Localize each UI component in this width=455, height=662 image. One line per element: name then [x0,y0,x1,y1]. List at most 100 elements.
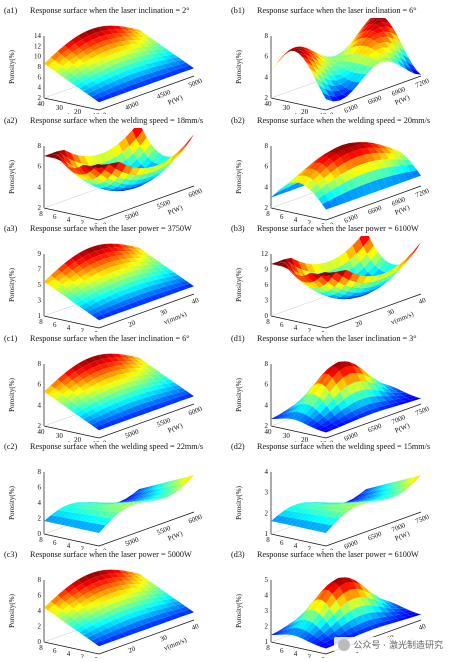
surface-facet [346,35,358,48]
surface-facet [356,275,367,283]
surface-facet [101,502,113,504]
surface-facet [403,171,415,181]
surface-facet [91,27,103,34]
surface-facet [111,569,123,574]
x-tick-label: 0 [94,330,98,332]
surface-facet [58,601,70,611]
surface-facet [324,517,336,525]
surface-facet [87,418,98,425]
surface-facet [125,297,136,305]
surface-facet [44,515,55,522]
surface-facet [133,60,145,67]
surface-facet [362,625,374,632]
surface-facet [360,381,372,390]
surface-facet [146,593,157,599]
surface-facet [361,161,373,173]
surface-facet [131,501,143,504]
surface-facet [175,277,187,283]
surface-facet [338,251,350,265]
x-tick-label: 2 [81,327,85,332]
surface-facet [99,291,111,299]
surface-facet [281,623,293,631]
surface-facet [390,148,402,153]
surface-facet [47,516,59,523]
surface-facet [58,275,70,285]
surface-facet [97,90,109,97]
surface-facet [390,387,402,391]
surface-facet [285,511,297,518]
surface-facet [141,258,152,262]
x-tick-label: 2 [81,219,85,224]
surface-facet [167,272,179,277]
surface-facet [124,184,135,189]
surface-facet [134,178,146,185]
surface-facet [320,582,332,593]
surface-facet [365,281,377,289]
surface-facet [326,506,338,511]
surface-facet [137,282,149,289]
surface-facet [113,67,124,75]
surface-facet [346,500,358,503]
surface-facet [102,394,114,402]
surface-facet [139,497,151,501]
surface-facet [348,361,360,369]
x-tick-label: 30 [56,104,64,112]
surface-facet [62,605,74,614]
surface-facet [58,511,70,518]
surface-facet [371,389,383,397]
surface-facet [368,50,380,59]
surface-facet [86,51,98,59]
surface-facet [134,70,146,78]
x-tick-label: 6 [280,647,284,655]
x-tick-label: 8 [266,644,270,652]
surface-facet [67,293,79,301]
surface-facet [86,298,97,306]
surface-facet [349,30,361,45]
surface-facet [89,43,101,52]
surface-facet [361,613,373,622]
surface-facet [156,486,168,494]
surface-facet [100,169,112,179]
surface-facet [163,51,175,56]
surface-facet [126,186,138,191]
surface-facet [298,502,309,504]
x-tick-label: 4 [294,216,298,224]
surface-facet [324,639,336,645]
surface-facet [361,501,373,503]
x-axis-label: α(°) [53,549,66,550]
surface-facet [285,405,297,414]
surface-facet [387,149,399,155]
surface-facet [81,253,93,262]
surface-facet [102,187,114,191]
surface-facet [103,621,115,629]
surface-facet [389,402,401,407]
surface-facet [109,357,120,362]
surface-facet [371,285,383,293]
surface-facet [92,77,104,85]
surface-facet [329,153,341,163]
surface-facet [281,510,293,517]
surface-facet [324,366,336,375]
surface-facet [350,499,362,503]
surface-facet [102,284,114,292]
surface-facet [75,583,86,592]
surface-facet [91,66,103,74]
surface-facet [335,578,346,587]
surface-facet [382,159,393,168]
surface-facet [70,611,82,620]
surface-facet [117,71,128,79]
x-tick-label: 0 [94,222,98,224]
surface-facet [296,507,308,513]
surface-facet [355,500,367,503]
surface-facet [98,152,109,164]
x-tick-label: 6 [53,539,57,547]
surface-facet [387,36,399,47]
surface-facet [305,282,316,289]
surface-facet [156,596,168,601]
surface-facet [353,496,365,501]
surface-facet [118,569,130,575]
surface-facet [314,188,325,199]
surface-facet [309,170,320,180]
surface-facet [367,486,378,493]
